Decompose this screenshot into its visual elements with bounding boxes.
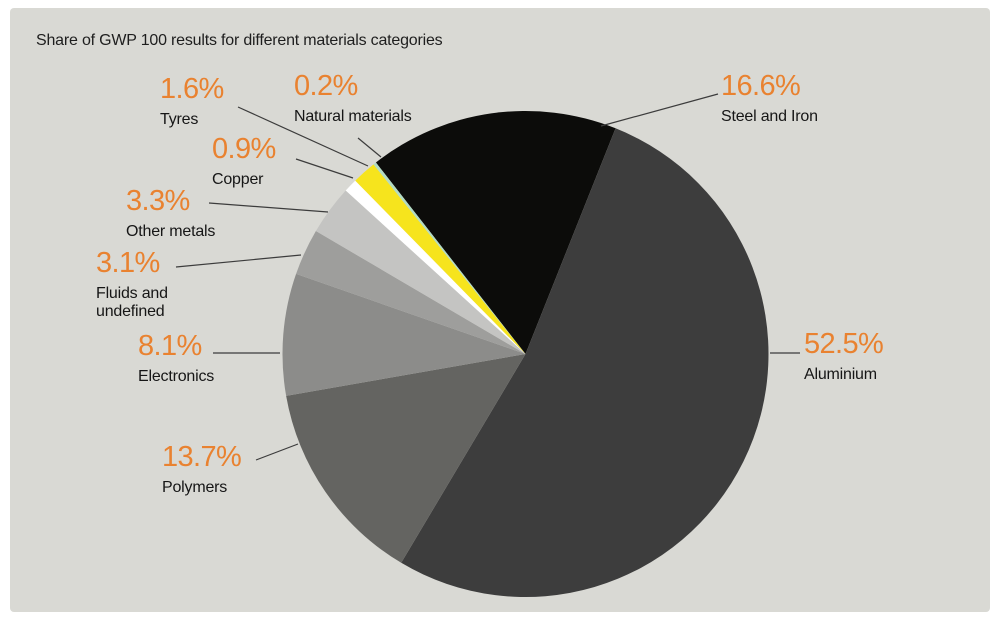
pie-slice-electronics (282, 273, 526, 396)
chart-title: Share of GWP 100 results for different m… (36, 32, 443, 49)
callout-category-fluids-and-undefined: Fluids and undefined (96, 285, 168, 321)
callout-percent-steel-and-iron: 16.6% (721, 70, 801, 102)
callout-fluids-and-undefined: 3.1% Fluids and undefined (96, 249, 188, 322)
callout-category-polymers: Polymers (162, 479, 228, 496)
pie-slice-fluids-and-undefined (296, 231, 526, 354)
leader-line-copper (295, 158, 354, 179)
callout-tyres: 1.6% Tyres (160, 75, 224, 129)
callout-percent-electronics: 8.1% (138, 330, 202, 362)
callout-category-tyres: Tyres (160, 111, 199, 128)
leader-line-other-metals (208, 202, 329, 213)
callout-category-electronics: Electronics (138, 368, 215, 385)
callout-aluminium: 52.5% Aluminium (804, 328, 884, 384)
callout-percent-fluids-and-undefined: 3.1% (96, 247, 160, 279)
pie-slice-tyres (355, 164, 526, 354)
callout-category-other-metals: Other metals (126, 223, 216, 240)
callout-percent-tyres: 1.6% (160, 73, 224, 105)
pie-slice-steel-and-iron (375, 110, 616, 354)
callout-category-steel-and-iron: Steel and Iron (721, 108, 818, 125)
callout-percent-aluminium: 52.5% (804, 328, 884, 360)
callout-percent-polymers: 13.7% (162, 441, 242, 473)
callout-percent-other-metals: 3.3% (126, 185, 190, 217)
pie-slice-polymers (286, 354, 526, 563)
callout-polymers: 13.7% Polymers (162, 441, 242, 497)
leader-line-polymers (255, 443, 299, 461)
pie-slice-copper (345, 180, 526, 354)
callout-steel-and-iron: 16.6% Steel and Iron (721, 72, 818, 126)
leader-line-fluids-and-undefined (175, 254, 302, 268)
leader-line-tyres (237, 106, 369, 167)
callout-natural-materials: 0.2% Natural materials (294, 72, 412, 126)
callout-copper: 0.9% Copper (212, 135, 276, 189)
pie-slice-aluminium (401, 128, 769, 597)
callout-percent-copper: 0.9% (212, 133, 276, 165)
pie-slice-natural-materials (373, 162, 526, 354)
callout-category-copper: Copper (212, 171, 264, 188)
callout-category-natural-materials: Natural materials (294, 108, 412, 125)
callout-other-metals: 3.3% Other metals (126, 187, 215, 241)
callout-electronics: 8.1% Electronics (138, 332, 214, 386)
callout-percent-natural-materials: 0.2% (294, 70, 358, 102)
leader-line-natural-materials (357, 137, 382, 158)
callout-category-aluminium: Aluminium (804, 366, 877, 383)
leader-line-steel-and-iron (600, 93, 719, 127)
pie-slice-other-metals (315, 190, 526, 354)
